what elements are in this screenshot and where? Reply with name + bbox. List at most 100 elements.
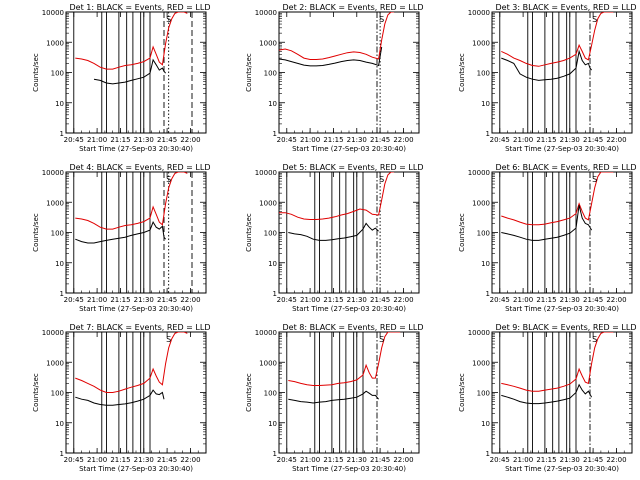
y-tick-label: 1 [273, 130, 277, 138]
events-series-line [279, 46, 383, 67]
plot-frame [278, 171, 420, 294]
y-tick-label: 10000 [255, 329, 277, 337]
x-tick-label: 21:30 [134, 296, 154, 304]
panel-det-6: Det 6: BLACK = Events, RED = LLD 1 10 100 10… [458, 163, 636, 313]
x-tick-label: 22:00 [393, 136, 413, 144]
x-tick-label: 21:00 [87, 296, 107, 304]
y-tick-label: 100 [264, 70, 277, 78]
plot-frame [491, 171, 633, 294]
y-tick-label: 1000 [259, 199, 277, 207]
x-axis-label: Start Time (27-Sep-03 20:30:40) [79, 145, 193, 153]
x-tick-label: 21:00 [87, 136, 107, 144]
panel-det-8: Det 8: BLACK = Events, RED = LLD 1 10 100 10… [245, 323, 423, 473]
x-tick-label: 21:30 [560, 136, 580, 144]
x-tick-label: 21:15 [323, 296, 343, 304]
y-tick-label: 10 [481, 420, 490, 428]
saa-label: S [592, 15, 597, 24]
y-tick-label: 10000 [255, 9, 277, 17]
y-tick-label: 100 [477, 230, 490, 238]
saa-label: S [166, 15, 171, 24]
y-axis-label: Counts/sec [245, 213, 253, 252]
x-tick-label: 22:00 [393, 296, 413, 304]
lld-series-line [501, 172, 614, 226]
plot-data [499, 172, 614, 293]
plot-data [286, 332, 401, 453]
plot-data [279, 172, 395, 293]
x-tick-label: 21:00 [513, 456, 533, 464]
x-tick-label: 21:30 [134, 456, 154, 464]
x-tick-label: 21:45 [370, 296, 390, 304]
y-tick-label: 100 [477, 70, 490, 78]
plot-frame [278, 11, 420, 134]
x-tick-label: 21:45 [157, 456, 177, 464]
saa-label: S [166, 175, 171, 184]
lld-series-line [279, 12, 395, 60]
lld-series-line [75, 172, 188, 230]
y-tick-label: 1000 [46, 39, 64, 47]
events-series-line [501, 49, 592, 81]
y-tick-label: 1000 [46, 199, 64, 207]
x-tick-label: 21:00 [300, 296, 320, 304]
x-tick-label: 22:00 [606, 296, 626, 304]
plot-data [73, 12, 193, 133]
events-series-line [288, 222, 379, 241]
y-tick-label: 100 [264, 230, 277, 238]
y-tick-label: 1 [486, 130, 490, 138]
lld-series-line [75, 332, 188, 393]
y-axis-label: Counts/sec [245, 53, 253, 92]
lld-series-line [501, 332, 614, 392]
x-tick-label: 22:00 [180, 456, 200, 464]
x-tick-label: 21:45 [370, 456, 390, 464]
events-series-line [75, 389, 165, 406]
x-tick-label: 21:30 [347, 136, 367, 144]
x-tick-label: 21:30 [560, 296, 580, 304]
x-tick-label: 21:00 [513, 136, 533, 144]
x-tick-label: 22:00 [180, 296, 200, 304]
y-tick-label: 10000 [42, 9, 64, 17]
x-axis-label: Start Time (27-Sep-03 20:30:40) [79, 305, 193, 313]
panel-title: Det 5: BLACK = Events, RED = LLD [283, 163, 424, 172]
y-tick-label: 10000 [42, 169, 64, 177]
events-series-line [75, 220, 166, 244]
x-tick-label: 22:00 [606, 456, 626, 464]
x-tick-label: 20:45 [277, 136, 297, 144]
x-axis-label: Start Time (27-Sep-03 20:30:40) [292, 305, 406, 313]
y-axis-label: Counts/sec [32, 373, 40, 412]
y-axis-label: Counts/sec [458, 53, 466, 92]
y-tick-label: 10 [268, 420, 277, 428]
saa-label: S [379, 335, 384, 344]
x-tick-label: 20:45 [64, 456, 84, 464]
x-tick-label: 21:00 [87, 456, 107, 464]
y-tick-label: 100 [264, 390, 277, 398]
y-tick-label: 1 [486, 450, 490, 458]
y-tick-label: 100 [51, 390, 64, 398]
panel-title: Det 2: BLACK = Events, RED = LLD [283, 3, 424, 12]
y-tick-label: 10 [481, 260, 490, 268]
y-tick-label: 1 [60, 290, 64, 298]
y-axis-label: Counts/sec [458, 213, 466, 252]
saa-label: S [592, 335, 597, 344]
y-axis-label: Counts/sec [458, 373, 466, 412]
x-tick-label: 21:15 [110, 136, 130, 144]
x-tick-label: 20:45 [490, 296, 510, 304]
plot-frame [278, 331, 420, 454]
y-tick-label: 1000 [46, 359, 64, 367]
x-tick-label: 21:15 [323, 456, 343, 464]
panel-det-7: Det 7: BLACK = Events, RED = LLD 1 10 100 10… [32, 323, 210, 473]
y-tick-label: 1 [273, 450, 277, 458]
panel-title: Det 4: BLACK = Events, RED = LLD [70, 163, 211, 172]
x-axis-label: Start Time (27-Sep-03 20:30:40) [292, 465, 406, 473]
y-tick-label: 10000 [468, 329, 490, 337]
x-axis-label: Start Time (27-Sep-03 20:30:40) [79, 465, 193, 473]
x-tick-label: 20:45 [64, 136, 84, 144]
x-axis-label: Start Time (27-Sep-03 20:30:40) [505, 305, 619, 313]
lld-series-line [288, 332, 401, 386]
plot-data [499, 12, 614, 133]
plot-frame [65, 331, 207, 454]
y-tick-label: 10000 [42, 329, 64, 337]
plot-frame [65, 171, 207, 294]
events-series-line [93, 58, 166, 85]
x-tick-label: 20:45 [490, 456, 510, 464]
x-tick-label: 22:00 [180, 136, 200, 144]
x-axis-label: Start Time (27-Sep-03 20:30:40) [292, 145, 406, 153]
